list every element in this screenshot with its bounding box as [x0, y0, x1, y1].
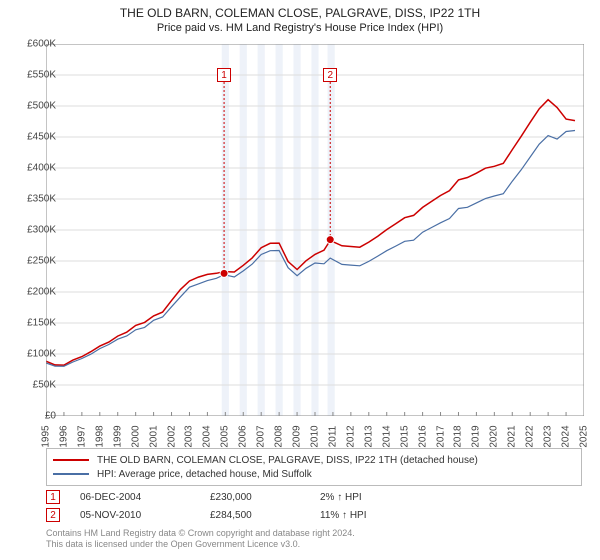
x-axis-tick-label: 2023: [543, 422, 554, 452]
x-axis-tick-label: 1997: [76, 422, 87, 452]
x-axis-tick-label: 1998: [94, 422, 105, 452]
sale-marker-badge: 2: [46, 508, 60, 522]
x-axis-tick-label: 2009: [292, 422, 303, 452]
sale-marker-badge: 1: [46, 490, 60, 504]
sale-date: 05-NOV-2010: [80, 510, 210, 521]
chart-subtitle: Price paid vs. HM Land Registry's House …: [0, 22, 600, 34]
x-axis-tick-label: 2011: [327, 422, 338, 452]
x-axis-tick-label: 2010: [310, 422, 321, 452]
x-axis-tick-label: 2005: [220, 422, 231, 452]
x-axis-tick-label: 2025: [579, 422, 590, 452]
legend-swatch: [53, 473, 89, 475]
y-axis-tick-label: £0: [6, 411, 56, 422]
x-axis-tick-label: 1999: [112, 422, 123, 452]
sale-row: 2 05-NOV-2010 £284,500 11% ↑ HPI: [46, 506, 582, 524]
x-axis-tick-label: 2000: [130, 422, 141, 452]
chart-plot-area: [46, 44, 584, 416]
attribution-line: This data is licensed under the Open Gov…: [46, 539, 582, 550]
x-axis-tick-label: 2019: [471, 422, 482, 452]
x-axis-tick-label: 2002: [166, 422, 177, 452]
legend-swatch: [53, 459, 89, 461]
y-axis-tick-label: £450K: [6, 132, 56, 143]
sale-row: 1 06-DEC-2004 £230,000 2% ↑ HPI: [46, 488, 582, 506]
legend-item: THE OLD BARN, COLEMAN CLOSE, PALGRAVE, D…: [53, 453, 575, 467]
legend-label: HPI: Average price, detached house, Mid …: [97, 469, 312, 480]
sale-delta: 2% ↑ HPI: [320, 492, 430, 503]
y-axis-tick-label: £150K: [6, 318, 56, 329]
attribution: Contains HM Land Registry data © Crown c…: [46, 528, 582, 550]
x-axis-tick-label: 2001: [148, 422, 159, 452]
y-axis-tick-label: £200K: [6, 287, 56, 298]
y-axis-tick-label: £250K: [6, 256, 56, 267]
sales-table: 1 06-DEC-2004 £230,000 2% ↑ HPI 2 05-NOV…: [46, 488, 582, 524]
x-axis-tick-label: 2021: [507, 422, 518, 452]
x-axis-tick-label: 2018: [453, 422, 464, 452]
x-axis-tick-label: 2022: [525, 422, 536, 452]
x-axis-tick-label: 2006: [238, 422, 249, 452]
y-axis-tick-label: £400K: [6, 163, 56, 174]
sale-date: 06-DEC-2004: [80, 492, 210, 503]
legend-label: THE OLD BARN, COLEMAN CLOSE, PALGRAVE, D…: [97, 455, 478, 466]
x-axis-tick-label: 2015: [399, 422, 410, 452]
x-axis-tick-label: 2013: [363, 422, 374, 452]
x-axis-tick-label: 2024: [561, 422, 572, 452]
y-axis-tick-label: £300K: [6, 225, 56, 236]
x-axis-tick-label: 2016: [417, 422, 428, 452]
y-axis-tick-label: £50K: [6, 380, 56, 391]
sale-price: £284,500: [210, 510, 320, 521]
attribution-line: Contains HM Land Registry data © Crown c…: [46, 528, 582, 539]
x-axis-tick-label: 2014: [381, 422, 392, 452]
y-axis-tick-label: £100K: [6, 349, 56, 360]
y-axis-tick-label: £600K: [6, 39, 56, 50]
sale-delta: 11% ↑ HPI: [320, 510, 430, 521]
x-axis-tick-label: 1995: [41, 422, 52, 452]
x-axis-tick-label: 2004: [202, 422, 213, 452]
sale-marker-flag: 2: [323, 68, 337, 82]
x-axis-tick-label: 2020: [489, 422, 500, 452]
sale-marker-flag: 1: [217, 68, 231, 82]
y-axis-tick-label: £350K: [6, 194, 56, 205]
x-axis-tick-label: 2007: [256, 422, 267, 452]
y-axis-tick-label: £500K: [6, 101, 56, 112]
legend-item: HPI: Average price, detached house, Mid …: [53, 467, 575, 481]
legend: THE OLD BARN, COLEMAN CLOSE, PALGRAVE, D…: [46, 448, 582, 486]
x-axis-tick-label: 1996: [58, 422, 69, 452]
y-axis-tick-label: £550K: [6, 70, 56, 81]
x-axis-tick-label: 2003: [184, 422, 195, 452]
x-axis-tick-label: 2008: [274, 422, 285, 452]
sale-price: £230,000: [210, 492, 320, 503]
x-axis-tick-label: 2012: [345, 422, 356, 452]
chart-title: THE OLD BARN, COLEMAN CLOSE, PALGRAVE, D…: [0, 6, 600, 20]
x-axis-tick-label: 2017: [435, 422, 446, 452]
